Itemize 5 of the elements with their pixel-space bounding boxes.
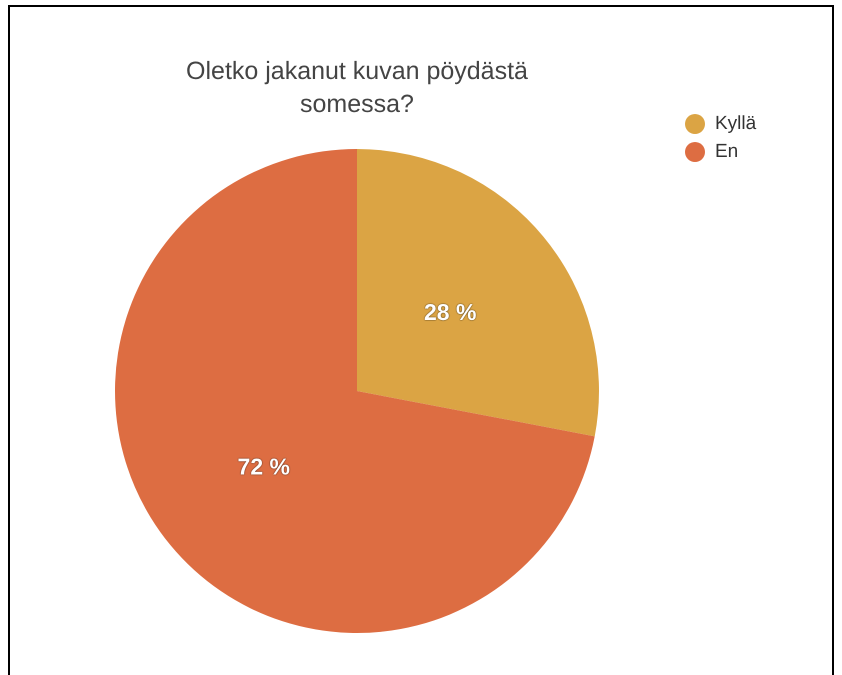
data-label: 72 % [238,453,290,480]
data-label: 28 % [424,299,476,326]
legend-label: En [715,141,738,163]
legend-label: Kyllä [715,113,756,135]
chart-title: Oletko jakanut kuvan pöydästä somessa? [185,56,529,120]
